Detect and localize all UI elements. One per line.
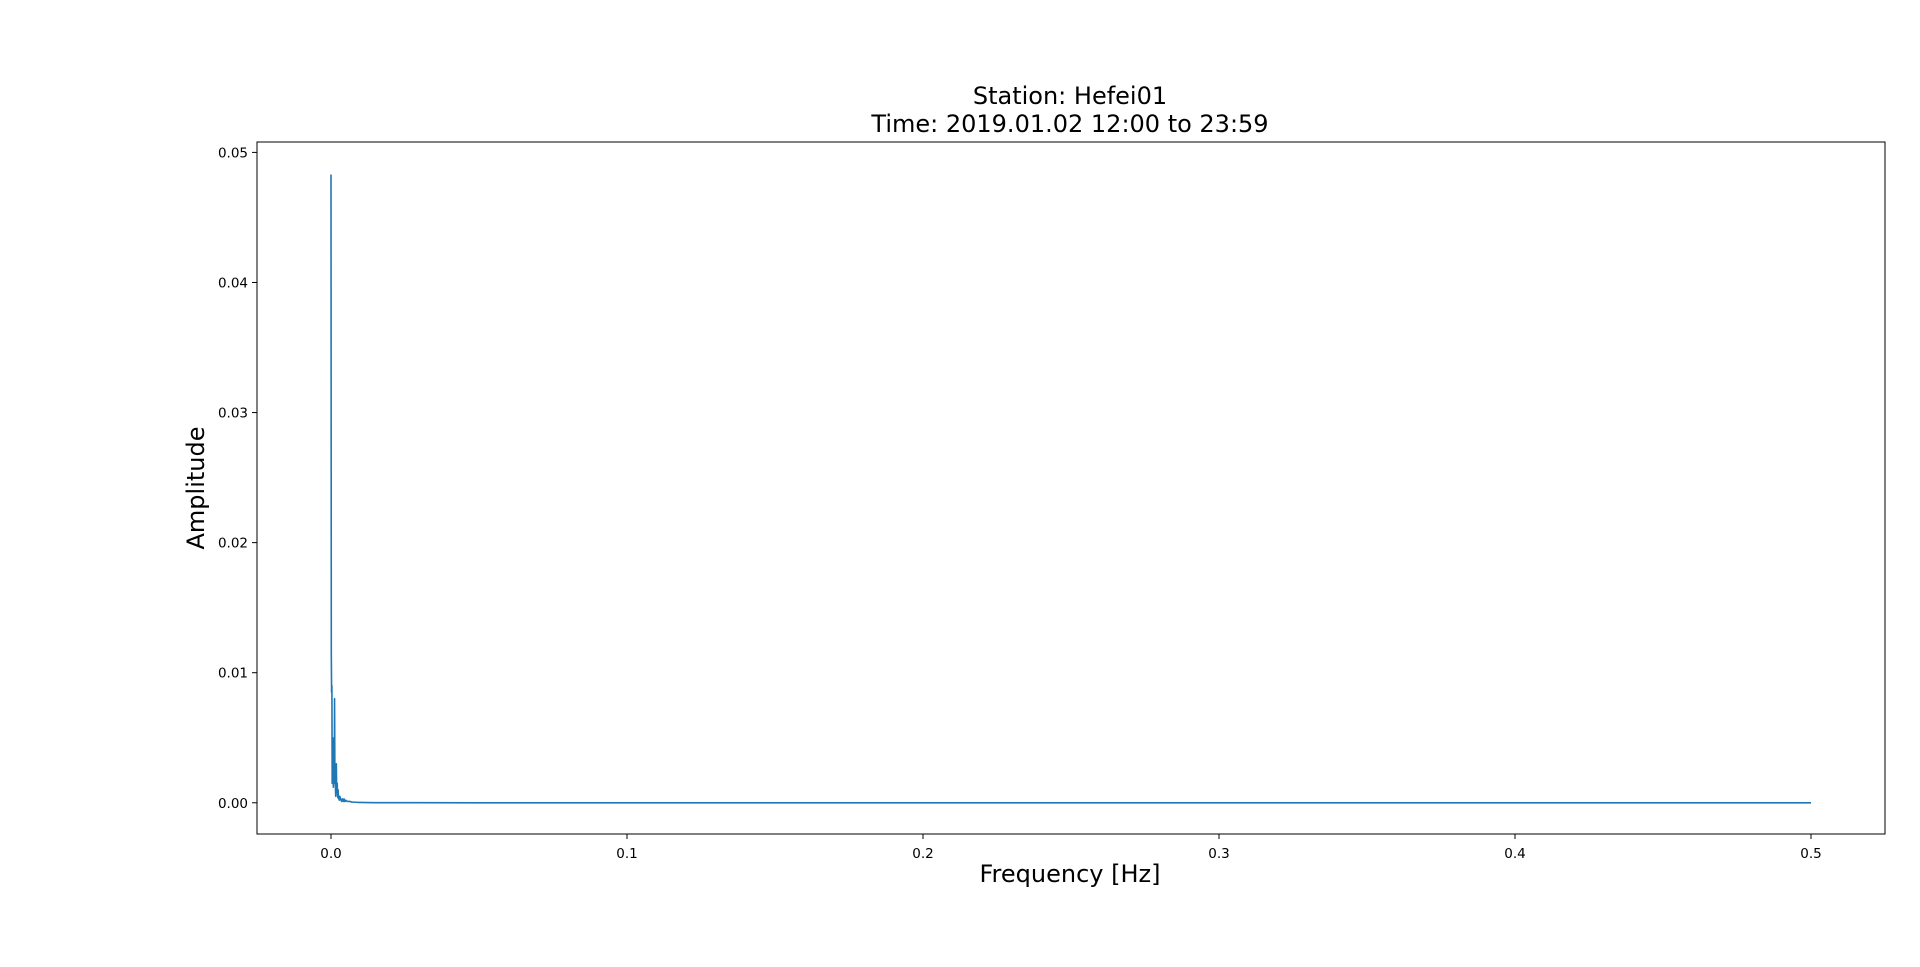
axes-frame xyxy=(256,141,1886,835)
y-tick-label: 0.00 xyxy=(218,796,248,812)
x-tick-label: 0.1 xyxy=(616,846,637,862)
y-axis-title: Amplitude xyxy=(182,427,210,550)
x-axis-ticks: 0.0 0.1 0.2 0.3 0.4 0.5 xyxy=(320,834,1822,862)
x-tick-label: 0.4 xyxy=(1504,846,1525,862)
y-tick-label: 0.02 xyxy=(218,536,248,552)
y-axis-ticks: 0.00 0.01 0.02 0.03 0.04 0.05 xyxy=(218,145,257,812)
y-tick-label: 0.03 xyxy=(218,406,248,422)
chart-title: Station: Hefei01 xyxy=(973,82,1167,110)
x-tick-label: 0.3 xyxy=(1208,846,1229,862)
y-tick-label: 0.01 xyxy=(218,666,248,682)
series-line-0 xyxy=(330,174,1811,804)
y-tick-label: 0.04 xyxy=(218,275,248,291)
x-tick-label: 0.0 xyxy=(320,846,341,862)
x-tick-label: 0.2 xyxy=(912,846,933,862)
chart-subtitle: Time: 2019.01.02 12:00 to 23:59 xyxy=(870,110,1268,138)
x-tick-label: 0.5 xyxy=(1800,846,1821,862)
x-axis-title: Frequency [Hz] xyxy=(980,860,1161,888)
y-tick-label: 0.05 xyxy=(218,145,248,161)
plot-area xyxy=(330,174,1811,804)
